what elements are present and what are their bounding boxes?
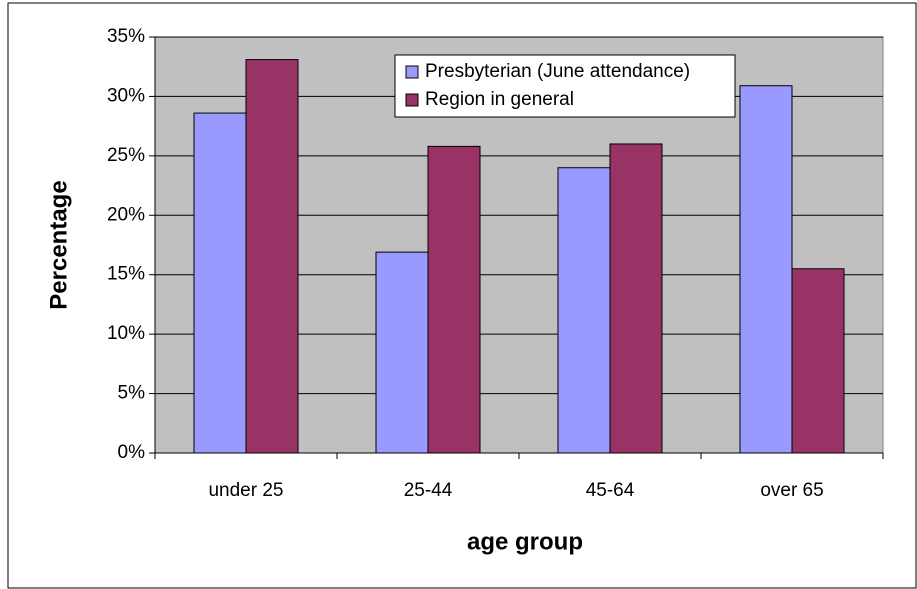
legend-swatch	[405, 93, 419, 107]
bar	[193, 112, 247, 454]
bar	[791, 268, 845, 454]
x-tick-label: over 65	[760, 480, 823, 501]
x-tick-label: under 25	[208, 480, 283, 501]
y-tick-label: 20%	[107, 204, 145, 225]
y-tick-label: 5%	[118, 383, 146, 404]
legend-swatch	[405, 65, 419, 79]
bar	[427, 145, 481, 454]
bar	[557, 167, 611, 454]
bar	[609, 143, 663, 454]
y-axis-label: Percentage	[45, 180, 72, 309]
y-tick-label: 30%	[107, 85, 145, 106]
y-tick-label: 0%	[118, 442, 146, 463]
bar	[739, 85, 793, 454]
x-tick-label: 45-64	[586, 480, 635, 501]
bar	[245, 59, 299, 454]
legend-box	[394, 54, 736, 118]
bar	[375, 251, 429, 454]
y-tick-label: 10%	[107, 323, 145, 344]
legend-label: Region in general	[425, 89, 574, 110]
legend-label: Presbyterian (June attendance)	[425, 61, 690, 82]
x-axis-label: age group	[467, 528, 583, 555]
y-tick-label: 25%	[107, 145, 145, 166]
x-tick-label: 25-44	[404, 480, 453, 501]
y-tick-label: 35%	[107, 26, 145, 47]
y-tick-label: 15%	[107, 264, 145, 285]
